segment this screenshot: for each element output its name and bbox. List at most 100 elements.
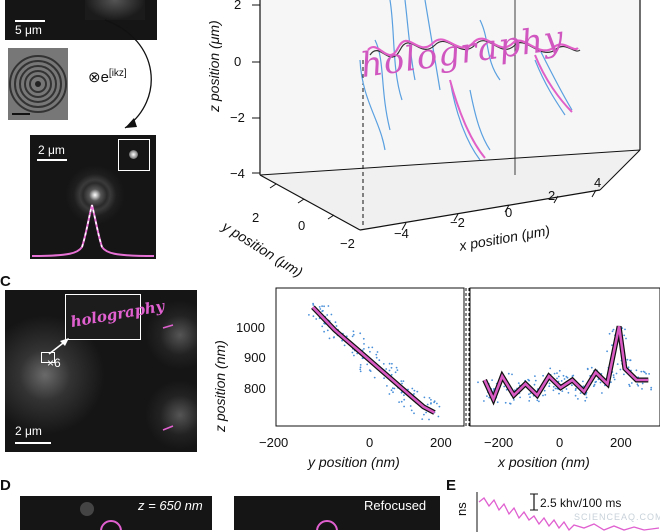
scatter-point [571,375,574,377]
trajectory-outline-0 [311,305,436,415]
scatter-point [592,385,595,388]
scatter-point [326,329,329,332]
scatter-point [323,330,325,333]
scatter-point [629,359,632,362]
c-z-tick: 900 [244,350,266,365]
scatter-point [552,389,555,392]
particle-marker [100,520,122,530]
scatter-point [612,374,615,376]
scatter-point [403,405,405,408]
scatter-point [319,308,322,310]
scatter-point [351,335,354,338]
scatter-point [315,318,318,320]
particle-marker [316,520,338,530]
scatter-point [577,398,579,400]
scatter-point [359,368,362,371]
scatter-point [529,392,532,395]
scatter-point [351,351,354,354]
scatter-point [430,398,432,401]
zoom-label: ×6 [47,356,61,370]
scatter-point [627,366,630,369]
panel-c-microscope-image: holography ×6 2 μm [5,290,197,452]
scatter-point [582,380,584,383]
scatter-point [308,314,310,316]
scatter-point [648,373,650,375]
scatter-point [391,362,393,365]
scatter-point [504,401,507,404]
z-label: z = 650 nm [138,498,203,513]
scatter-point [411,387,414,390]
scatter-point [574,389,577,391]
scatter-point [400,400,403,403]
scatter-point [556,377,558,380]
scatter-point [423,413,425,416]
scatter-point [628,383,630,386]
scale-bar-label: 2 μm [38,143,65,157]
scatter-point [528,393,530,396]
panel-letter-c: C [0,273,11,290]
scatter-point [371,346,374,349]
e-scale-label: 2.5 khv/100 ms [540,496,622,510]
scatter-point [608,332,611,335]
scatter-point [548,385,551,388]
scatter-point [542,394,544,397]
scatter-point [321,325,324,328]
scatter-point [538,400,540,403]
scatter-point [586,368,589,371]
zoom-inset: holography [65,294,166,340]
scatter-point [438,405,441,408]
scatter-point [390,373,393,376]
scatter-point [582,385,585,388]
scatter-point [623,373,625,376]
scatter-point [558,392,560,395]
scatter-point [640,370,643,373]
scatter-point [548,382,551,385]
microscope-image-top: 5 μm [5,0,157,40]
scatter-point [542,374,544,377]
scatter-point [571,384,573,387]
scatter-point [625,337,627,340]
scatter-point [612,376,615,379]
c-x-tick: 0 [556,435,564,450]
scatter-point [565,375,568,378]
scatter-point [556,372,558,374]
scatter-point [359,364,362,366]
c-z-axis-label: z position (nm) [212,340,228,432]
scatter-point [359,366,362,369]
scale-bar [15,442,51,444]
scatter-point [496,401,499,404]
scatter-point [378,359,381,362]
scatter-point [388,362,391,365]
scatter-point [594,381,597,384]
scatter-point [554,387,557,390]
inset-box [118,139,150,171]
scatter-point [626,358,629,361]
scatter-point [486,395,488,397]
scatter-point [505,388,508,391]
scatter-point [477,381,479,384]
scatter-point [436,402,438,405]
scatter-point [567,391,570,394]
c-y-tick: 0 [366,435,374,450]
z-tick: −2 [230,110,245,125]
scatter-point [416,390,419,393]
scatter-point [335,325,338,327]
z-tick: 2 [234,0,242,12]
scale-bar [15,20,45,22]
scatter-point [635,369,638,372]
y-tick: 2 [252,210,260,225]
scatter-point [562,374,565,377]
trajectory-line-1 [483,326,649,403]
zoom-box-small [41,352,55,363]
scatter-point [642,370,645,373]
c-x-axis-label: x position (nm) [498,454,590,470]
scatter-point [359,332,362,335]
c-y-axis-label: y position (nm) [308,454,400,470]
scatter-point [322,309,324,312]
scatter-point [509,402,512,405]
scatter-point [543,389,546,392]
scatter-point [400,391,403,394]
scatter-point [390,366,393,369]
scatter-point [517,382,520,384]
scatter-point [333,336,335,338]
